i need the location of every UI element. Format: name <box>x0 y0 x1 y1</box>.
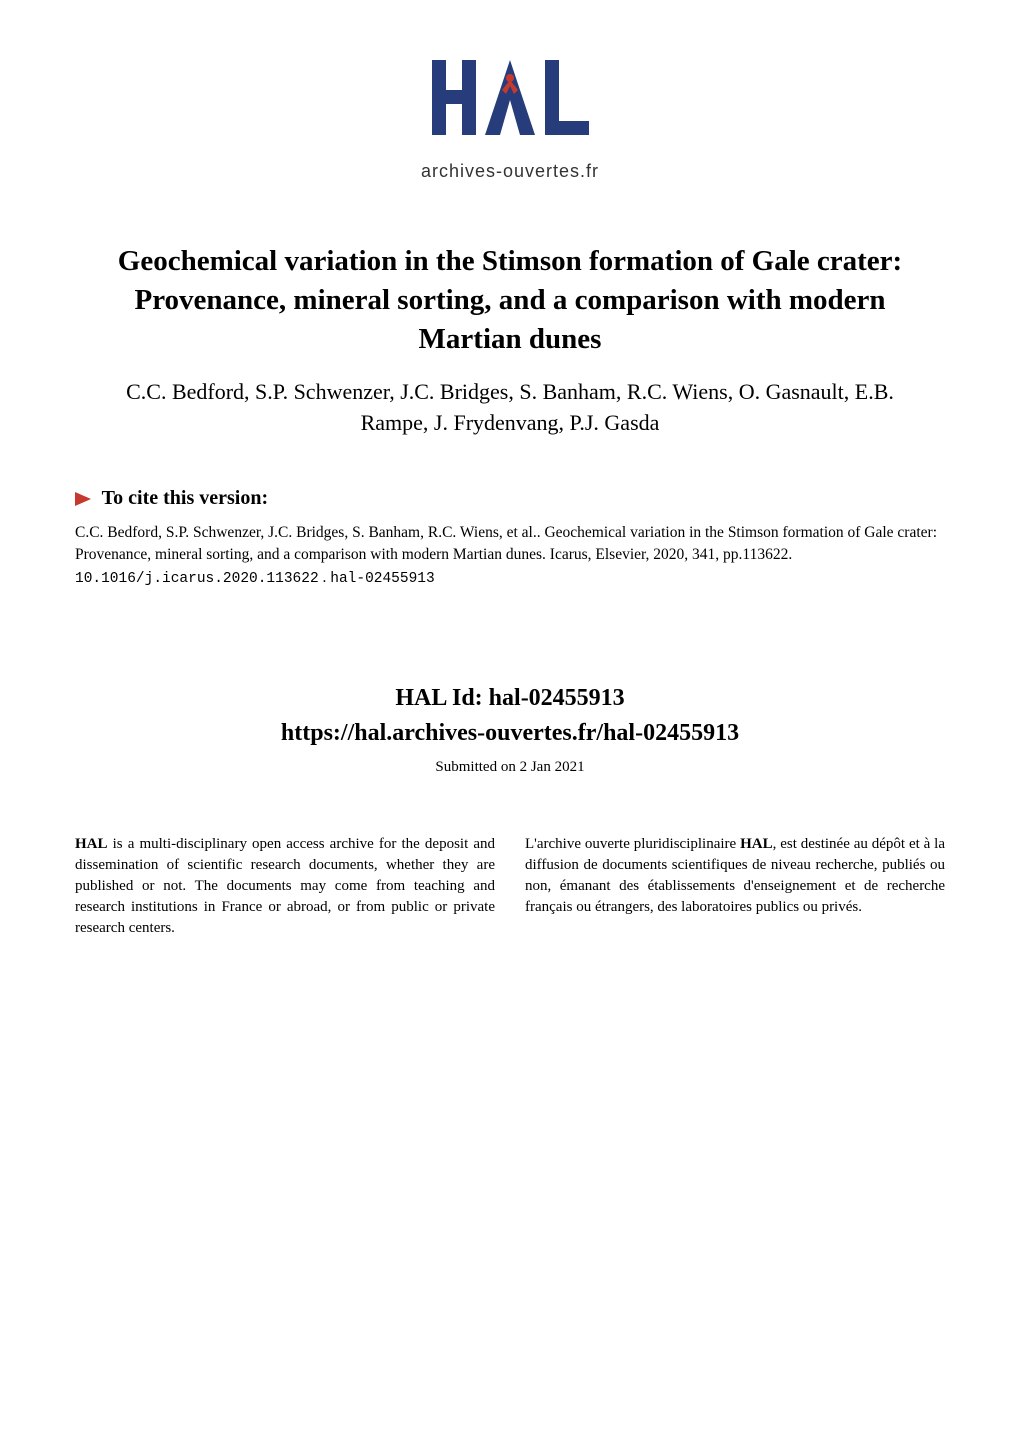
hal-id-label: HAL Id: hal-02455913 <box>75 685 945 712</box>
cite-heading-text: To cite this version: <box>102 487 268 509</box>
description-columns: HAL is a multi-disciplinary open access … <box>75 834 945 939</box>
submitted-date: Submitted on 2 Jan 2021 <box>75 759 945 776</box>
description-right: L'archive ouverte pluridisciplinaire HAL… <box>525 834 945 939</box>
paper-authors: C.C. Bedford, S.P. Schwenzer, J.C. Bridg… <box>75 377 945 439</box>
description-left: HAL is a multi-disciplinary open access … <box>75 834 495 939</box>
triangle-marker-icon <box>75 492 91 506</box>
paper-title: Geochemical variation in the Stimson for… <box>75 242 945 359</box>
cite-heading: To cite this version: <box>75 487 945 510</box>
citation-separator: . <box>319 569 331 586</box>
hal-logo-text: archives-ouvertes.fr <box>75 161 945 182</box>
citation-prefix: C.C. Bedford, S.P. Schwenzer, J.C. Bridg… <box>75 524 937 563</box>
citation-doi: 10.1016/j.icarus.2020.113622 <box>75 571 319 587</box>
hal-logo-icon <box>420 50 600 150</box>
citation-hal-ref: hal-02455913 <box>330 571 434 587</box>
citation-block: C.C. Bedford, S.P. Schwenzer, J.C. Bridg… <box>75 522 945 590</box>
hal-url[interactable]: https://hal.archives-ouvertes.fr/hal-024… <box>75 720 945 747</box>
hal-logo-block: archives-ouvertes.fr <box>75 50 945 182</box>
